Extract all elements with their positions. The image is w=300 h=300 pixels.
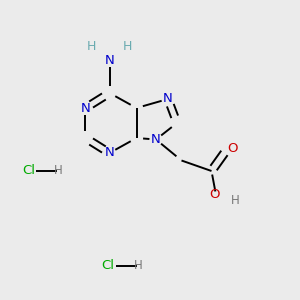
Text: N: N	[163, 92, 173, 106]
Text: H: H	[54, 164, 63, 178]
Text: H: H	[87, 40, 96, 53]
Text: N: N	[105, 53, 114, 67]
Text: O: O	[227, 142, 238, 155]
Text: H: H	[231, 194, 240, 208]
Text: Cl: Cl	[101, 259, 115, 272]
Text: O: O	[209, 188, 220, 202]
Text: N: N	[105, 146, 114, 160]
Text: Cl: Cl	[22, 164, 35, 178]
Text: H: H	[134, 259, 142, 272]
Text: N: N	[81, 101, 90, 115]
Text: H: H	[123, 40, 132, 53]
Text: N: N	[151, 133, 161, 146]
